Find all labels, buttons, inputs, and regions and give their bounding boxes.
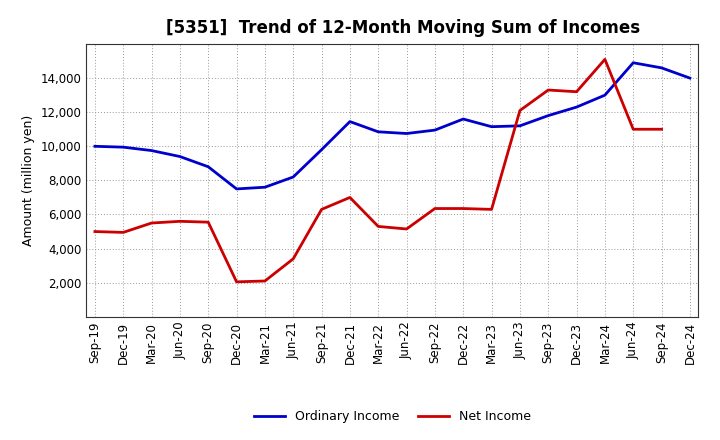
- Net Income: [346, 195, 354, 200]
- Ordinary Income: [374, 129, 382, 135]
- Ordinary Income: [346, 119, 354, 124]
- Net Income: [318, 207, 326, 212]
- Net Income: [402, 226, 411, 231]
- Text: [5351]  Trend of 12-Month Moving Sum of Incomes: [5351] Trend of 12-Month Moving Sum of I…: [166, 19, 640, 37]
- Net Income: [148, 220, 156, 226]
- Net Income: [204, 220, 212, 225]
- Net Income: [289, 256, 297, 261]
- Ordinary Income: [318, 147, 326, 152]
- Ordinary Income: [487, 124, 496, 129]
- Net Income: [487, 207, 496, 212]
- Net Income: [261, 279, 269, 284]
- Ordinary Income: [544, 113, 552, 118]
- Ordinary Income: [572, 104, 581, 110]
- Net Income: [233, 279, 241, 285]
- Ordinary Income: [600, 92, 609, 98]
- Net Income: [374, 224, 382, 229]
- Ordinary Income: [431, 128, 439, 133]
- Net Income: [629, 127, 637, 132]
- Ordinary Income: [289, 174, 297, 180]
- Ordinary Income: [119, 144, 127, 150]
- Line: Ordinary Income: Ordinary Income: [95, 63, 690, 189]
- Ordinary Income: [516, 123, 524, 128]
- Net Income: [516, 108, 524, 113]
- Ordinary Income: [657, 65, 666, 70]
- Net Income: [459, 206, 467, 211]
- Legend: Ordinary Income, Net Income: Ordinary Income, Net Income: [248, 405, 536, 428]
- Line: Net Income: Net Income: [95, 59, 662, 282]
- Ordinary Income: [685, 75, 694, 81]
- Net Income: [431, 206, 439, 211]
- Net Income: [600, 57, 609, 62]
- Ordinary Income: [204, 164, 212, 169]
- Net Income: [119, 230, 127, 235]
- Net Income: [572, 89, 581, 94]
- Net Income: [176, 219, 184, 224]
- Ordinary Income: [91, 143, 99, 149]
- Net Income: [657, 127, 666, 132]
- Ordinary Income: [629, 60, 637, 66]
- Ordinary Income: [176, 154, 184, 159]
- Ordinary Income: [148, 148, 156, 153]
- Ordinary Income: [459, 116, 467, 121]
- Net Income: [91, 229, 99, 234]
- Y-axis label: Amount (million yen): Amount (million yen): [22, 115, 35, 246]
- Net Income: [544, 88, 552, 93]
- Ordinary Income: [402, 131, 411, 136]
- Ordinary Income: [261, 185, 269, 190]
- Ordinary Income: [233, 186, 241, 191]
